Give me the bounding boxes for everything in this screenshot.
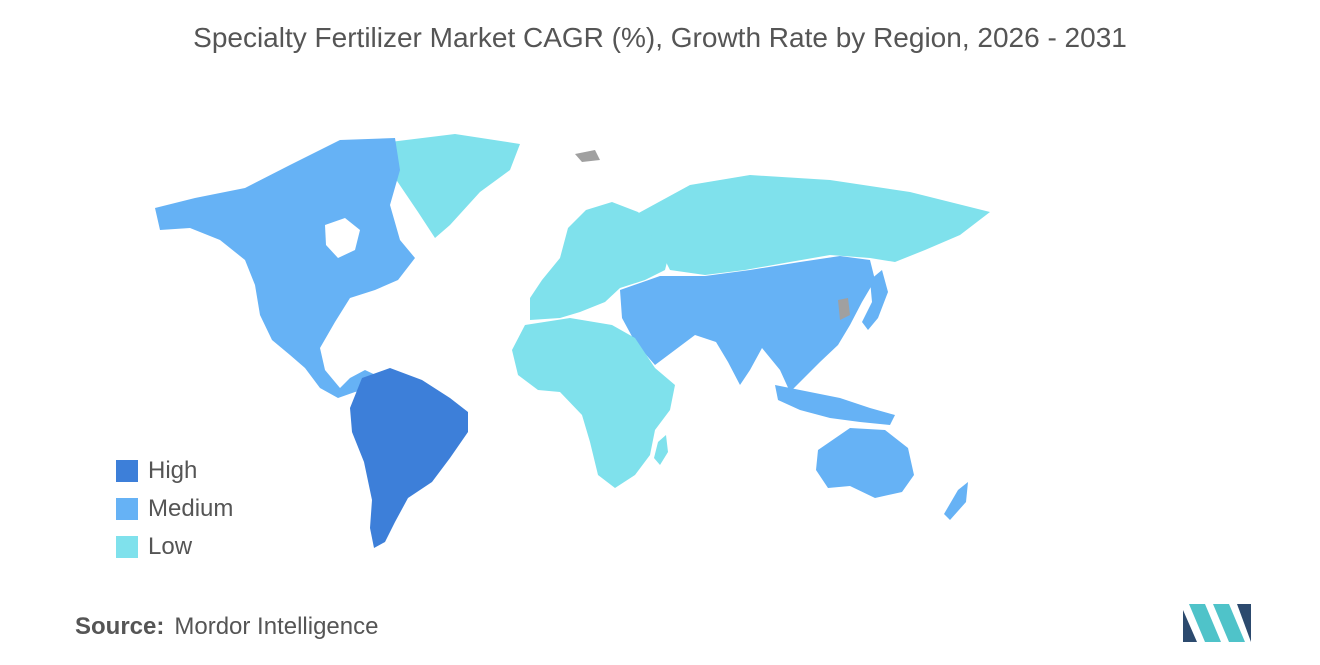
mordor-intelligence-logo-icon xyxy=(1183,604,1251,642)
region-svalbard xyxy=(575,150,600,162)
legend-item-high: High xyxy=(116,452,233,490)
region-new-zealand xyxy=(944,482,968,520)
region-southeast-asia xyxy=(775,385,895,425)
chart-title: Specialty Fertilizer Market CAGR (%), Gr… xyxy=(193,22,1127,53)
region-africa xyxy=(512,318,675,488)
legend-label-high: High xyxy=(148,457,198,484)
region-madagascar xyxy=(654,435,668,465)
legend-swatch-high xyxy=(116,460,138,482)
region-japan xyxy=(862,270,888,330)
source-value: Mordor Intelligence xyxy=(174,613,379,640)
region-korea xyxy=(838,298,850,320)
region-south-america xyxy=(350,368,468,548)
legend-item-low: Low xyxy=(116,528,233,566)
legend: High Medium Low xyxy=(116,452,233,566)
legend-swatch-low xyxy=(116,536,138,558)
legend-swatch-medium xyxy=(116,498,138,520)
region-australia xyxy=(816,428,914,498)
region-asia xyxy=(620,256,875,392)
legend-label-medium: Medium xyxy=(148,495,234,522)
hudson-bay xyxy=(325,218,360,258)
region-russia xyxy=(635,175,990,275)
source-line: Source: Mordor Intelligence xyxy=(75,613,378,641)
region-greenland xyxy=(380,134,520,238)
source-key: Source: xyxy=(75,613,165,640)
legend-label-low: Low xyxy=(148,533,193,560)
region-north-america xyxy=(155,138,415,398)
legend-item-medium: Medium xyxy=(116,490,233,528)
region-europe xyxy=(530,202,670,320)
world-map xyxy=(155,134,990,548)
